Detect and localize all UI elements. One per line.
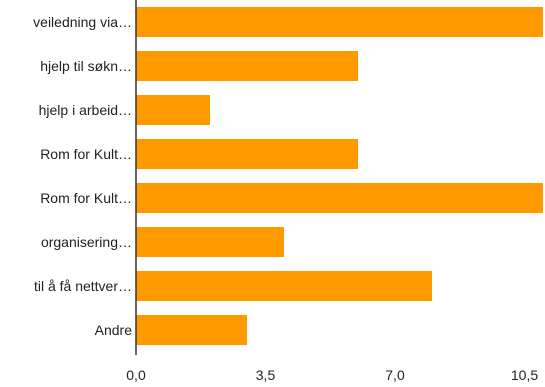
x-tick-label-1: 3,5 <box>256 367 276 383</box>
category-label-6: til å få nettver… <box>34 278 132 294</box>
bar-2 <box>136 95 210 125</box>
bar-5 <box>136 227 284 257</box>
x-tick-label-0: 0,0 <box>126 367 146 383</box>
bar-1 <box>136 51 358 81</box>
bar-6 <box>136 271 432 301</box>
bar-0 <box>136 7 543 37</box>
category-label-3: Rom for Kult… <box>40 146 132 162</box>
x-tick-label-2: 7,0 <box>385 367 405 383</box>
bar-4 <box>136 183 543 213</box>
x-tick-label-3: 10,5 <box>511 367 538 383</box>
category-label-0: veiledning via… <box>33 14 132 30</box>
bars-group <box>136 7 543 345</box>
category-label-7: Andre <box>95 322 133 338</box>
category-label-4: Rom for Kult… <box>40 190 132 206</box>
category-labels: veiledning via… hjelp til søkn… hjelp i ar… <box>33 14 132 338</box>
category-label-5: organisering… <box>41 234 132 250</box>
category-label-1: hjelp til søkn… <box>40 58 132 74</box>
bar-3 <box>136 139 358 169</box>
category-label-2: hjelp i arbeid… <box>39 102 132 118</box>
x-tick-labels: 0,0 3,5 7,0 10,5 <box>126 367 538 383</box>
bar-7 <box>136 315 247 345</box>
